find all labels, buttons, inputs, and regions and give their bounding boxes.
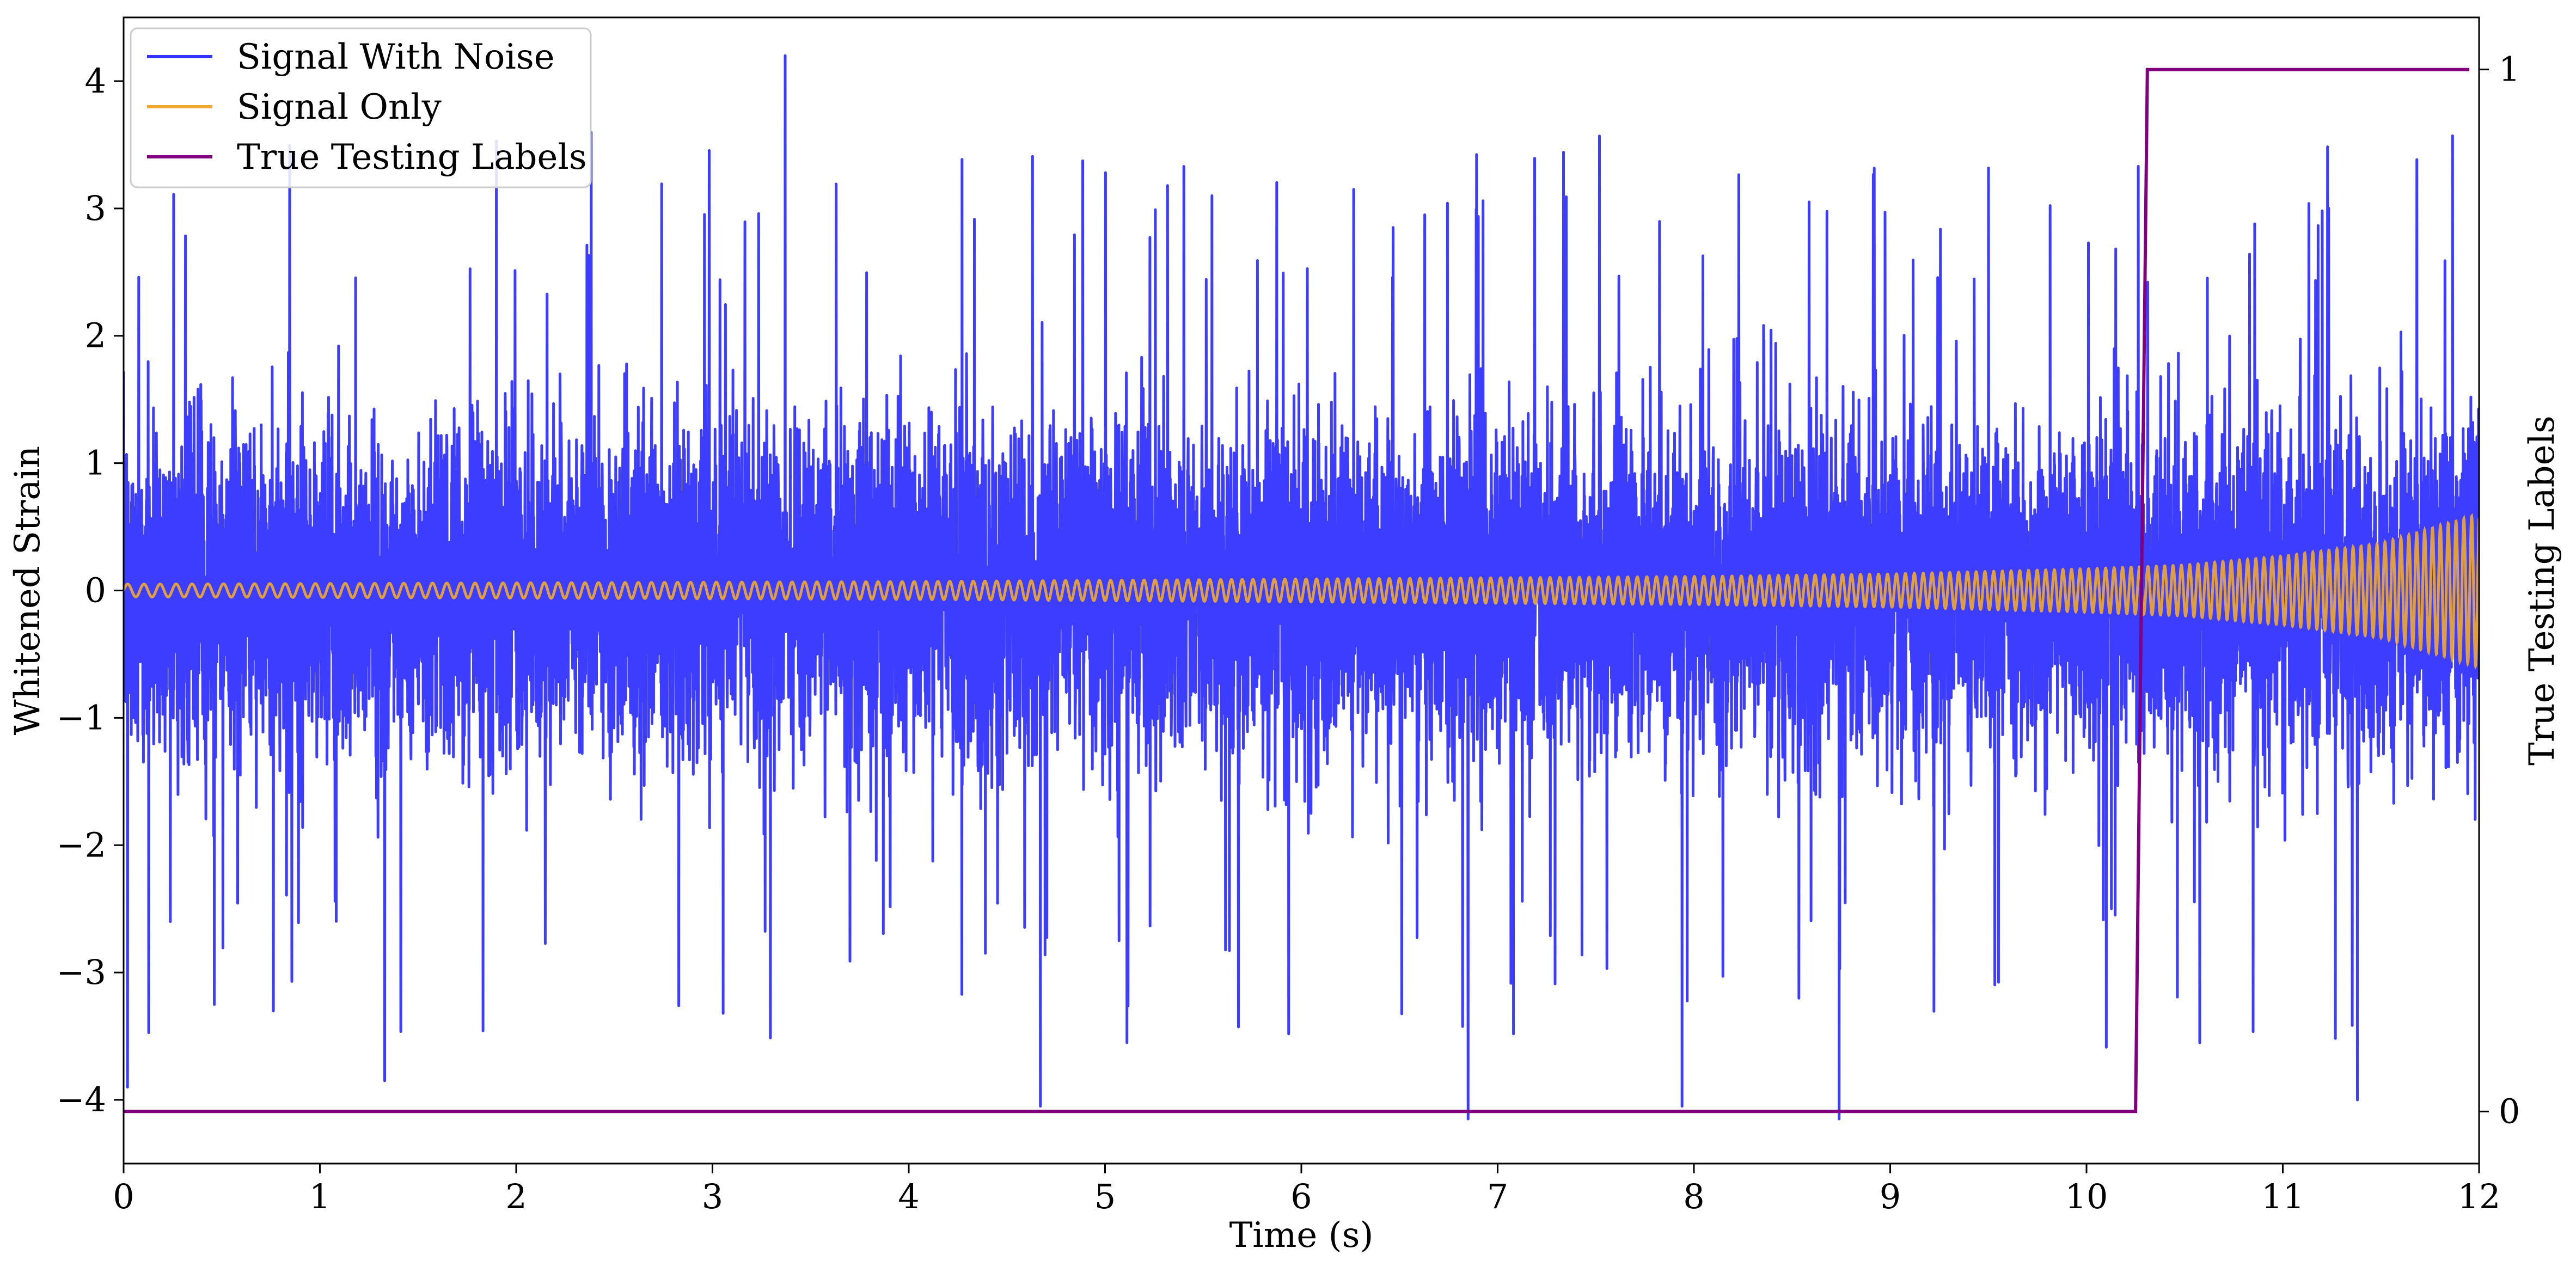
x-axis-label: Time (s): [1229, 1215, 1374, 1256]
plot-area: [124, 54, 2479, 1121]
x-tick-label: 4: [898, 1177, 919, 1216]
y-tick-label: 2: [85, 316, 106, 356]
y-tick-label: −4: [57, 1080, 106, 1119]
x-tick-label: 11: [2261, 1177, 2304, 1216]
y-tick-label: −1: [57, 697, 106, 737]
legend-label: Signal With Noise: [237, 37, 555, 77]
series-signal-only: [124, 513, 2479, 670]
x-tick-label: 9: [1880, 1177, 1901, 1216]
x-tick-label: 3: [702, 1177, 723, 1216]
y-tick-label: 3: [85, 188, 106, 228]
y-tick-label: −2: [57, 825, 106, 865]
series-true-testing-labels: [124, 68, 2469, 1113]
y2-tick-label: 1: [2499, 50, 2520, 89]
y2-tick-label: 0: [2499, 1091, 2520, 1131]
x-tick-label: 12: [2458, 1177, 2501, 1216]
y-tick-label: 0: [85, 571, 106, 610]
x-tick-label: 10: [2065, 1177, 2108, 1216]
x-tick-label: 7: [1487, 1177, 1508, 1216]
x-tick-label: 8: [1683, 1177, 1704, 1216]
x-tick-label: 6: [1290, 1177, 1312, 1216]
y-tick-label: −3: [57, 952, 106, 992]
y-axis-label: Whitened Strain: [8, 446, 48, 735]
y-tick-label: 1: [85, 443, 106, 483]
legend: Signal With Noise Signal Only True Testing…: [130, 27, 592, 188]
x-tick-label: 1: [309, 1177, 331, 1216]
legend-label: Signal Only: [237, 87, 442, 127]
y-tick-label: 4: [85, 61, 106, 101]
y2-axis-label: True Testing Labels: [2522, 415, 2562, 766]
x-tick-label: 2: [505, 1177, 527, 1216]
x-tick-label: 5: [1094, 1177, 1116, 1216]
legend-label: True Testing Labels: [237, 137, 587, 178]
x-tick-label: 0: [113, 1177, 134, 1216]
legend-box: [130, 27, 592, 188]
